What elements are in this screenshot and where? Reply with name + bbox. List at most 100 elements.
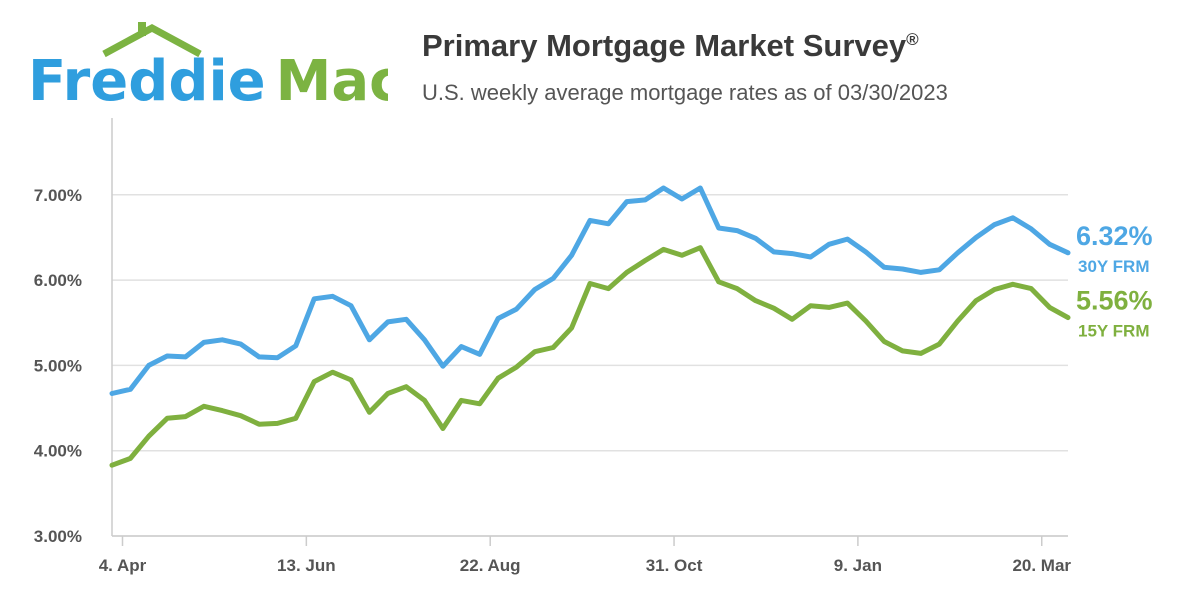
- data-point: [128, 456, 133, 461]
- data-point: [293, 416, 298, 421]
- data-point: [587, 281, 593, 286]
- data-point: [606, 221, 611, 226]
- x-tick-label: 31. Oct: [646, 556, 703, 575]
- x-tick-label: 13. Jun: [277, 556, 336, 575]
- data-point: [1065, 250, 1071, 255]
- data-point: [165, 416, 170, 421]
- end-value-30y-frm: 6.32%: [1076, 221, 1153, 251]
- data-point: [643, 258, 648, 263]
- data-point: [955, 250, 960, 255]
- data-point: [955, 318, 960, 324]
- end-value-15y-frm: 5.56%: [1076, 286, 1153, 316]
- data-point: [771, 249, 776, 255]
- data-point: [348, 303, 354, 308]
- data-point: [201, 404, 207, 409]
- data-point: [201, 340, 207, 345]
- series-lines: [109, 185, 1071, 468]
- data-point: [716, 279, 721, 284]
- data-point: [348, 377, 354, 383]
- data-point: [826, 242, 832, 247]
- data-point: [238, 341, 243, 347]
- data-point: [845, 300, 850, 306]
- data-point: [440, 426, 446, 431]
- data-point: [183, 354, 188, 360]
- data-point: [165, 353, 170, 359]
- data-point: [679, 196, 685, 202]
- data-point: [937, 341, 942, 347]
- data-point: [698, 245, 703, 250]
- data-point: [404, 384, 409, 389]
- data-point: [220, 408, 225, 413]
- series-label-30y-frm: 30Y FRM: [1078, 257, 1150, 276]
- data-point: [882, 265, 887, 270]
- data-point: [385, 391, 390, 396]
- data-point: [587, 218, 593, 223]
- x-tick-label: 22. Aug: [460, 556, 521, 575]
- roof-icon: [102, 24, 202, 58]
- data-point: [624, 270, 629, 275]
- data-point: [937, 267, 942, 272]
- data-point: [918, 270, 924, 275]
- data-point: [882, 339, 887, 344]
- data-point: [734, 286, 740, 291]
- data-point: [183, 414, 188, 419]
- data-point: [330, 370, 335, 375]
- data-point: [551, 345, 556, 350]
- data-point: [514, 306, 519, 312]
- data-point: [128, 387, 133, 392]
- data-point: [973, 235, 979, 240]
- series-label-15y-frm: 15Y FRM: [1078, 322, 1150, 341]
- data-point: [440, 364, 446, 369]
- data-point: [109, 463, 115, 468]
- data-point: [532, 287, 537, 292]
- data-point: [238, 413, 243, 418]
- data-point: [698, 185, 703, 191]
- data-point: [918, 351, 924, 356]
- data-point: [422, 398, 427, 403]
- y-tick-label: 3.00%: [34, 527, 82, 546]
- data-point: [532, 349, 537, 354]
- y-tick-label: 5.00%: [34, 356, 82, 375]
- data-point: [275, 355, 280, 360]
- data-point: [569, 253, 574, 258]
- data-point: [330, 294, 335, 299]
- data-point: [109, 391, 115, 396]
- data-point: [1010, 282, 1015, 287]
- data-point: [495, 376, 501, 381]
- data-point: [256, 354, 262, 360]
- x-tick-label: 4. Apr: [99, 556, 147, 575]
- data-point: [569, 325, 574, 331]
- y-tick-label: 6.00%: [34, 271, 82, 290]
- data-point: [826, 305, 832, 310]
- data-point: [495, 316, 501, 321]
- x-axis-ticks: 4. Apr 13. Jun 22. Aug 31. Oct 9. Jan 20. Mar: [99, 536, 1071, 575]
- data-point: [661, 247, 666, 252]
- x-tick-label: 9. Jan: [834, 556, 882, 575]
- data-point: [404, 317, 409, 322]
- data-point: [992, 222, 997, 227]
- x-tick-label: 20. Mar: [1012, 556, 1071, 575]
- end-labels: 6.32% 30Y FRM 5.56% 15Y FRM: [1076, 221, 1153, 341]
- data-point: [771, 306, 776, 311]
- freddie-mac-logo: Freddie Mac: [28, 22, 388, 108]
- data-point: [459, 344, 464, 349]
- data-point: [808, 254, 813, 260]
- data-point: [845, 236, 850, 242]
- brand-word-mac: Mac: [276, 49, 388, 108]
- data-point: [1047, 242, 1052, 247]
- data-point: [863, 318, 868, 324]
- data-point: [661, 185, 666, 191]
- data-point: [146, 363, 151, 368]
- data-point: [312, 379, 317, 384]
- data-point: [146, 434, 151, 439]
- page-subtitle: U.S. weekly average mortgage rates as of…: [422, 80, 948, 105]
- data-point: [992, 287, 997, 292]
- data-point: [716, 225, 721, 231]
- data-point: [275, 421, 280, 426]
- data-point: [973, 298, 979, 303]
- brand-word-freddie: Freddie: [28, 49, 266, 108]
- registered-mark: ®: [906, 30, 919, 49]
- data-point: [459, 398, 464, 403]
- grid: [112, 194, 1068, 537]
